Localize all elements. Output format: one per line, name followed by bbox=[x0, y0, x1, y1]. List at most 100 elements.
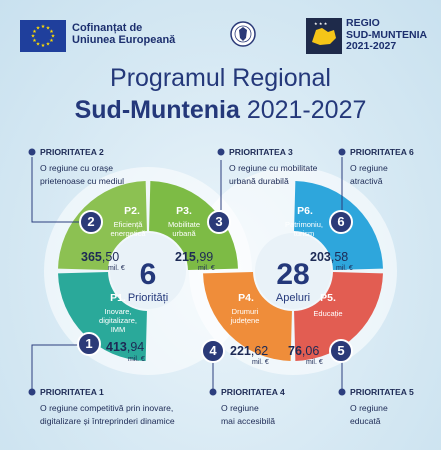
priority-6-desc-line-2: atractivă bbox=[350, 176, 383, 186]
priority-3-number-badge: 3 bbox=[207, 210, 231, 234]
svg-text:★: ★ bbox=[32, 29, 37, 35]
segment-p4 bbox=[203, 272, 292, 361]
segment-p1 bbox=[58, 272, 147, 361]
priority-1-desc: O regiune competitivă prin inovare, digit… bbox=[40, 402, 175, 428]
segment-p1-label-line-1: Inovare, bbox=[104, 307, 132, 316]
priority-1-title: PRIORITATEA 1 bbox=[40, 387, 104, 397]
svg-text:★: ★ bbox=[41, 43, 46, 49]
segment-p6-value: 203,58 bbox=[310, 250, 348, 264]
segment-p2-value-int: 365 bbox=[81, 250, 102, 264]
segment-p5-code: P5. bbox=[320, 292, 336, 304]
segment-p2-value: 365,50 bbox=[81, 250, 119, 264]
segment-p2-label-line-1: Eficiență bbox=[113, 220, 143, 229]
priority-6-title: PRIORITATEA 6 bbox=[350, 147, 414, 157]
regio-line-3: 2021-2027 bbox=[346, 40, 397, 52]
segment-p4-value-int: 221 bbox=[230, 344, 251, 358]
svg-text:★: ★ bbox=[36, 42, 41, 48]
priority-5-desc-line-2: educată bbox=[350, 416, 381, 426]
priority-4-desc-line-1: O regiune bbox=[221, 403, 259, 413]
segment-p2-code: P2. bbox=[124, 205, 140, 217]
svg-text:★: ★ bbox=[51, 34, 56, 40]
svg-text:★: ★ bbox=[46, 26, 51, 32]
svg-text:★ ★ ★: ★ ★ ★ bbox=[314, 21, 328, 26]
title-region: Sud-Muntenia bbox=[74, 96, 240, 124]
segment-p4-label-line-2: județene bbox=[230, 316, 260, 325]
svg-text:★: ★ bbox=[31, 34, 36, 40]
ring-left bbox=[58, 181, 238, 361]
segment-p4-label: Drumuri județene bbox=[215, 307, 275, 325]
segment-p1-value-dec: ,94 bbox=[126, 340, 145, 354]
segment-p2-label: Eficiență energetică bbox=[98, 220, 158, 238]
segment-p6-code: P6. bbox=[297, 205, 313, 217]
segment-p5-label-line-1: Educație bbox=[313, 309, 343, 318]
segment-p2-label-line-2: energetică bbox=[110, 229, 146, 238]
priority-6-number-badge: 6 bbox=[329, 210, 353, 234]
segment-p1-code: P1. bbox=[110, 292, 126, 304]
priority-2-number-badge: 2 bbox=[79, 210, 103, 234]
priority-3-desc: O regiune cu mobilitate urbană durabilă bbox=[229, 162, 317, 188]
regio-text: REGIO SUD-MUNTENIA 2021-2027 bbox=[346, 17, 428, 53]
segment-p1-label-line-2: digitalizare, bbox=[99, 316, 137, 325]
svg-text:★: ★ bbox=[46, 42, 51, 48]
priority-4-title: PRIORITATEA 4 bbox=[221, 387, 285, 397]
segment-p4-value: 221,62 bbox=[230, 344, 268, 358]
segment-p3-value-dec: ,99 bbox=[195, 250, 214, 264]
segment-p3-label-line-1: Mobilitate bbox=[167, 220, 201, 229]
segment-p3-unit: mil. € bbox=[198, 265, 215, 272]
priority-2-desc-line-2: prietenoase cu mediul bbox=[40, 176, 125, 186]
regio-line-2: SUD-MUNTENIA bbox=[346, 28, 428, 41]
svg-text:★: ★ bbox=[32, 38, 37, 44]
eu-flag-icon: ★ ★ ★ ★ ★ ★ ★ ★ ★ ★ ★ ★ bbox=[20, 20, 66, 52]
title-line-2: Sud-Muntenia 2021-2027 bbox=[0, 96, 441, 125]
svg-text:★: ★ bbox=[41, 24, 46, 30]
calls-count: 28 bbox=[276, 258, 310, 291]
regio-line-1: REGIO bbox=[346, 17, 380, 29]
segment-p1-value-int: 413 bbox=[106, 340, 127, 354]
calls-label: Apeluri bbox=[275, 292, 311, 304]
segment-p6-label-line-1: Patrimoniu, bbox=[285, 220, 323, 229]
segment-p1-unit: mil. € bbox=[128, 356, 145, 363]
priority-1-desc-line-1: O regiune competitivă prin inovare, bbox=[40, 403, 174, 413]
segment-p3-value-int: 215 bbox=[175, 250, 196, 264]
priority-4-number-badge: 4 bbox=[201, 339, 225, 363]
svg-text:★: ★ bbox=[36, 26, 41, 32]
segment-p4-label-line-1: Drumuri bbox=[231, 307, 259, 316]
priority-3-title: PRIORITATEA 3 bbox=[229, 147, 293, 157]
svg-text:★: ★ bbox=[49, 38, 54, 44]
segment-p4-value-dec: ,62 bbox=[250, 344, 269, 358]
priority-1-desc-line-2: digitalizare și întreprinderi dinamice bbox=[40, 416, 175, 426]
priority-6-desc: O regiune atractivă bbox=[350, 162, 388, 188]
government-crest-icon bbox=[229, 18, 257, 52]
segment-p2 bbox=[58, 181, 147, 270]
segment-p6-unit: mil. € bbox=[336, 265, 353, 272]
segment-p3 bbox=[149, 181, 238, 270]
segment-p6-value-int: 203 bbox=[310, 250, 331, 264]
segment-p6-value-dec: ,58 bbox=[330, 250, 349, 264]
segment-p5-value-int: 76 bbox=[288, 344, 302, 358]
segment-p3-value: 215,99 bbox=[175, 250, 213, 264]
segment-p1-value: 413,94 bbox=[106, 340, 144, 354]
title-years: 2021-2027 bbox=[239, 96, 367, 124]
segment-p6-label: Patrimoniu, turism bbox=[274, 220, 334, 238]
priority-5-title: PRIORITATEA 5 bbox=[350, 387, 414, 397]
segment-p3-label-line-2: urbană bbox=[172, 229, 196, 238]
segment-p1-label: Inovare, digitalizare, IMM bbox=[88, 307, 148, 334]
segment-p3-code: P3. bbox=[176, 205, 192, 217]
segment-p4-unit: mil. € bbox=[252, 359, 269, 366]
priority-6-desc-line-1: O regiune bbox=[350, 163, 388, 173]
eu-line-2: Uniunea Europeană bbox=[72, 34, 176, 46]
priorities-label: Priorități bbox=[127, 292, 169, 304]
priority-5-number-badge: 5 bbox=[329, 339, 353, 363]
segment-p3-label: Mobilitate urbană bbox=[156, 220, 212, 238]
segment-p1-label-line-3: IMM bbox=[110, 325, 126, 334]
segment-p2-unit: mil. € bbox=[108, 265, 125, 272]
priority-4-desc: O regiune mai accesibilă bbox=[221, 402, 275, 428]
priority-5-desc: O regiune educată bbox=[350, 402, 388, 428]
header-bar: ★ ★ ★ ★ ★ ★ ★ ★ ★ ★ ★ ★ Cofinanțat de Uniunea Eu… bbox=[0, 0, 441, 58]
segment-p5-unit: mil. € bbox=[306, 359, 323, 366]
svg-text:★: ★ bbox=[49, 29, 54, 35]
priority-3-desc-line-1: O regiune cu mobilitate bbox=[229, 163, 318, 173]
segment-p5-value-dec: ,06 bbox=[301, 344, 320, 358]
segment-p4-code: P4. bbox=[238, 292, 254, 304]
